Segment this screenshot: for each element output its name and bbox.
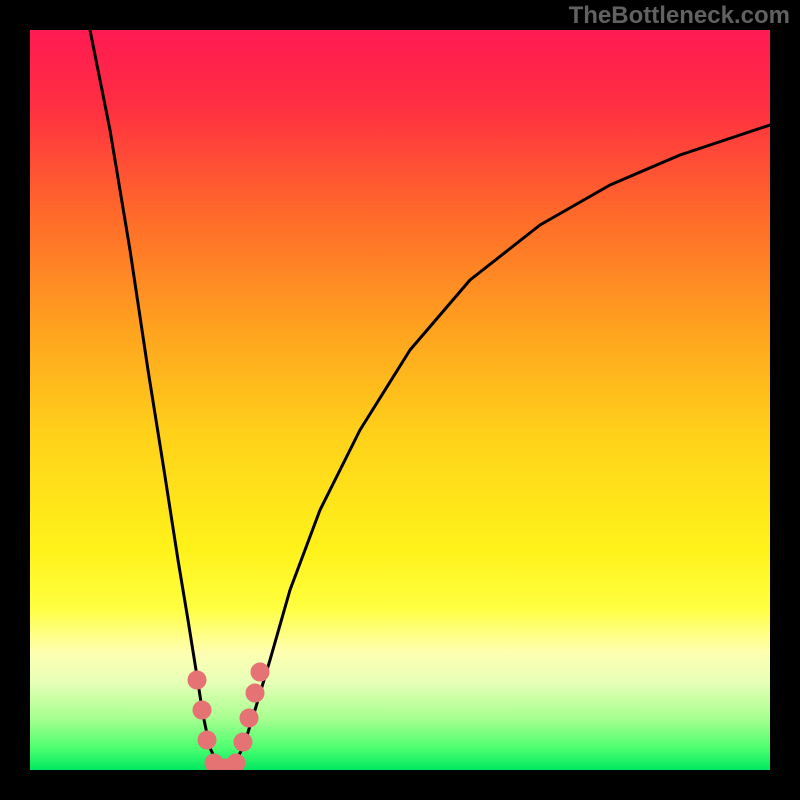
marker-dot (198, 731, 216, 749)
marker-dot (193, 701, 211, 719)
marker-dot (234, 733, 252, 751)
marker-dot (188, 671, 206, 689)
curve-layer (30, 30, 770, 770)
marker-dot (246, 684, 264, 702)
watermark-text: TheBottleneck.com (569, 2, 790, 30)
bottleneck-curve (90, 30, 770, 770)
marker-dot (240, 709, 258, 727)
marker-group (188, 663, 269, 770)
marker-dot (227, 754, 245, 770)
chart-frame: TheBottleneck.com (0, 0, 800, 800)
marker-dot (251, 663, 269, 681)
plot-area (30, 30, 770, 770)
